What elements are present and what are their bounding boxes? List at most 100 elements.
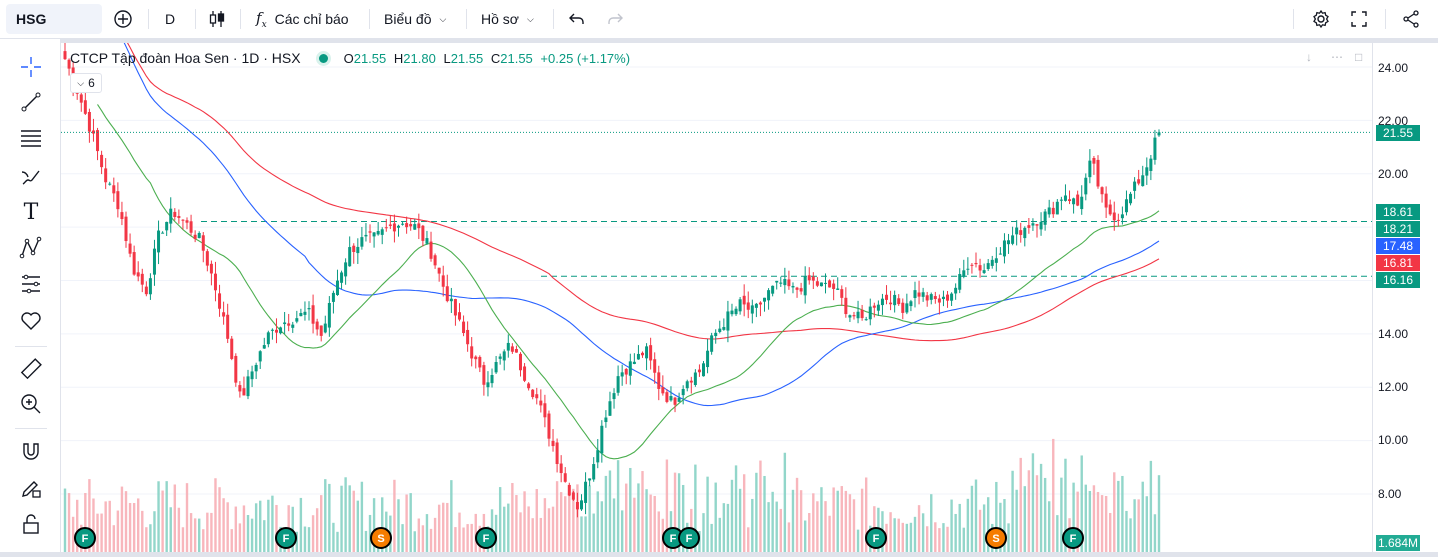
volume-bar: [649, 494, 652, 552]
compare-add-icon[interactable]: [108, 4, 138, 34]
candle-body: [763, 297, 767, 302]
lock-icon[interactable]: [15, 508, 47, 540]
profile-menu-label: Hồ sơ: [481, 11, 519, 27]
volume-bar: [1100, 495, 1104, 552]
settings-gear-icon[interactable]: [1306, 4, 1336, 34]
event-marker[interactable]: S: [985, 527, 1007, 549]
candle-body: [96, 130, 100, 152]
more-icon[interactable]: ⋯: [1331, 50, 1343, 64]
volume-bar: [104, 501, 107, 552]
volume-bar: [978, 509, 982, 552]
volume-bar: [267, 499, 270, 552]
heart-icon[interactable]: [15, 304, 47, 336]
candle-body: [323, 323, 327, 333]
candle-body: [335, 280, 339, 296]
candle-body: [1035, 224, 1039, 226]
indicators-button[interactable]: fx Các chỉ báo: [256, 4, 349, 34]
trend-line-icon[interactable]: [15, 86, 47, 118]
volume-bar: [852, 499, 856, 552]
candle-body: [795, 287, 799, 290]
volume-bar: [88, 479, 91, 552]
event-marker[interactable]: F: [275, 527, 297, 549]
fib-lines-icon[interactable]: [15, 122, 47, 154]
magnet-icon[interactable]: [15, 436, 47, 468]
event-marker[interactable]: F: [865, 527, 887, 549]
candle-type-icon[interactable]: [202, 4, 232, 34]
maximize-icon[interactable]: □: [1355, 50, 1363, 64]
candle-body: [551, 440, 555, 447]
event-marker[interactable]: F: [678, 527, 700, 549]
volume-bar: [714, 482, 717, 552]
candle-body: [128, 243, 132, 254]
interval-button[interactable]: D: [165, 4, 175, 34]
prediction-icon[interactable]: [15, 268, 47, 300]
candle-body: [380, 229, 384, 235]
volume-bar: [263, 520, 266, 552]
volume-bar: [1072, 482, 1075, 552]
candle-body: [885, 294, 889, 300]
candle-body: [950, 293, 954, 301]
event-marker[interactable]: F: [475, 527, 497, 549]
candle-body: [1023, 227, 1027, 239]
ruler-icon[interactable]: [15, 353, 47, 385]
candle-body: [978, 265, 982, 271]
candle-body: [531, 389, 535, 398]
candle-body: [620, 372, 624, 377]
candle-body: [718, 328, 722, 332]
candle-body: [714, 332, 718, 337]
zoom-in-icon[interactable]: [15, 388, 47, 420]
arrow-down-icon[interactable]: ↓: [1306, 50, 1312, 64]
volume-bar: [816, 501, 819, 552]
brush-icon[interactable]: [15, 160, 47, 192]
volume-bar: [653, 495, 656, 552]
candle-body: [226, 314, 230, 339]
volume-bar: [433, 517, 437, 552]
text-tool-icon[interactable]: T: [23, 199, 39, 225]
candle-body: [803, 276, 807, 296]
candle-body: [315, 321, 319, 330]
pattern-icon[interactable]: [15, 232, 47, 264]
candle-body: [791, 285, 795, 288]
candle-body: [258, 351, 262, 362]
event-marker-label: S: [992, 533, 999, 545]
volume-bar: [1113, 472, 1116, 552]
symbol-search[interactable]: HSG: [6, 4, 102, 34]
volume-bar: [324, 479, 327, 552]
volume-bar: [169, 507, 172, 552]
crosshair-icon[interactable]: [15, 51, 47, 83]
candle-body: [730, 310, 734, 315]
candle-body: [986, 263, 990, 270]
candle-body: [470, 346, 474, 359]
indicators-collapse-button[interactable]: ⌵ 6: [70, 73, 102, 93]
candle-body: [771, 285, 775, 294]
event-marker[interactable]: S: [370, 527, 392, 549]
volume-bar: [1031, 453, 1035, 552]
volume-bar: [352, 490, 355, 552]
event-marker[interactable]: F: [1062, 527, 1084, 549]
candle-body: [478, 356, 482, 368]
chart-menu-button[interactable]: Biểu đồ ⌵: [384, 4, 446, 34]
candle-body: [510, 346, 514, 352]
candle-body: [201, 235, 205, 251]
volume-bar: [149, 524, 152, 552]
candle-body: [722, 327, 726, 330]
volume-bar: [958, 503, 961, 552]
share-icon[interactable]: [1396, 4, 1426, 34]
volume-bar: [564, 496, 567, 552]
event-marker[interactable]: F: [74, 527, 96, 549]
candle-body: [819, 282, 823, 287]
volume-bar: [1084, 484, 1087, 552]
volume-bar: [364, 530, 368, 552]
redo-icon[interactable]: [600, 4, 630, 34]
candle-body: [295, 318, 299, 322]
lock-pencil-icon[interactable]: [15, 472, 47, 504]
volume-bar: [315, 508, 319, 552]
volume-bar: [1052, 438, 1055, 552]
candle-body: [327, 302, 331, 328]
volume-bar: [474, 513, 477, 552]
profile-menu-button[interactable]: Hồ sơ ⌵: [481, 4, 534, 34]
undo-icon[interactable]: [562, 4, 592, 34]
fullscreen-icon[interactable]: [1344, 4, 1374, 34]
